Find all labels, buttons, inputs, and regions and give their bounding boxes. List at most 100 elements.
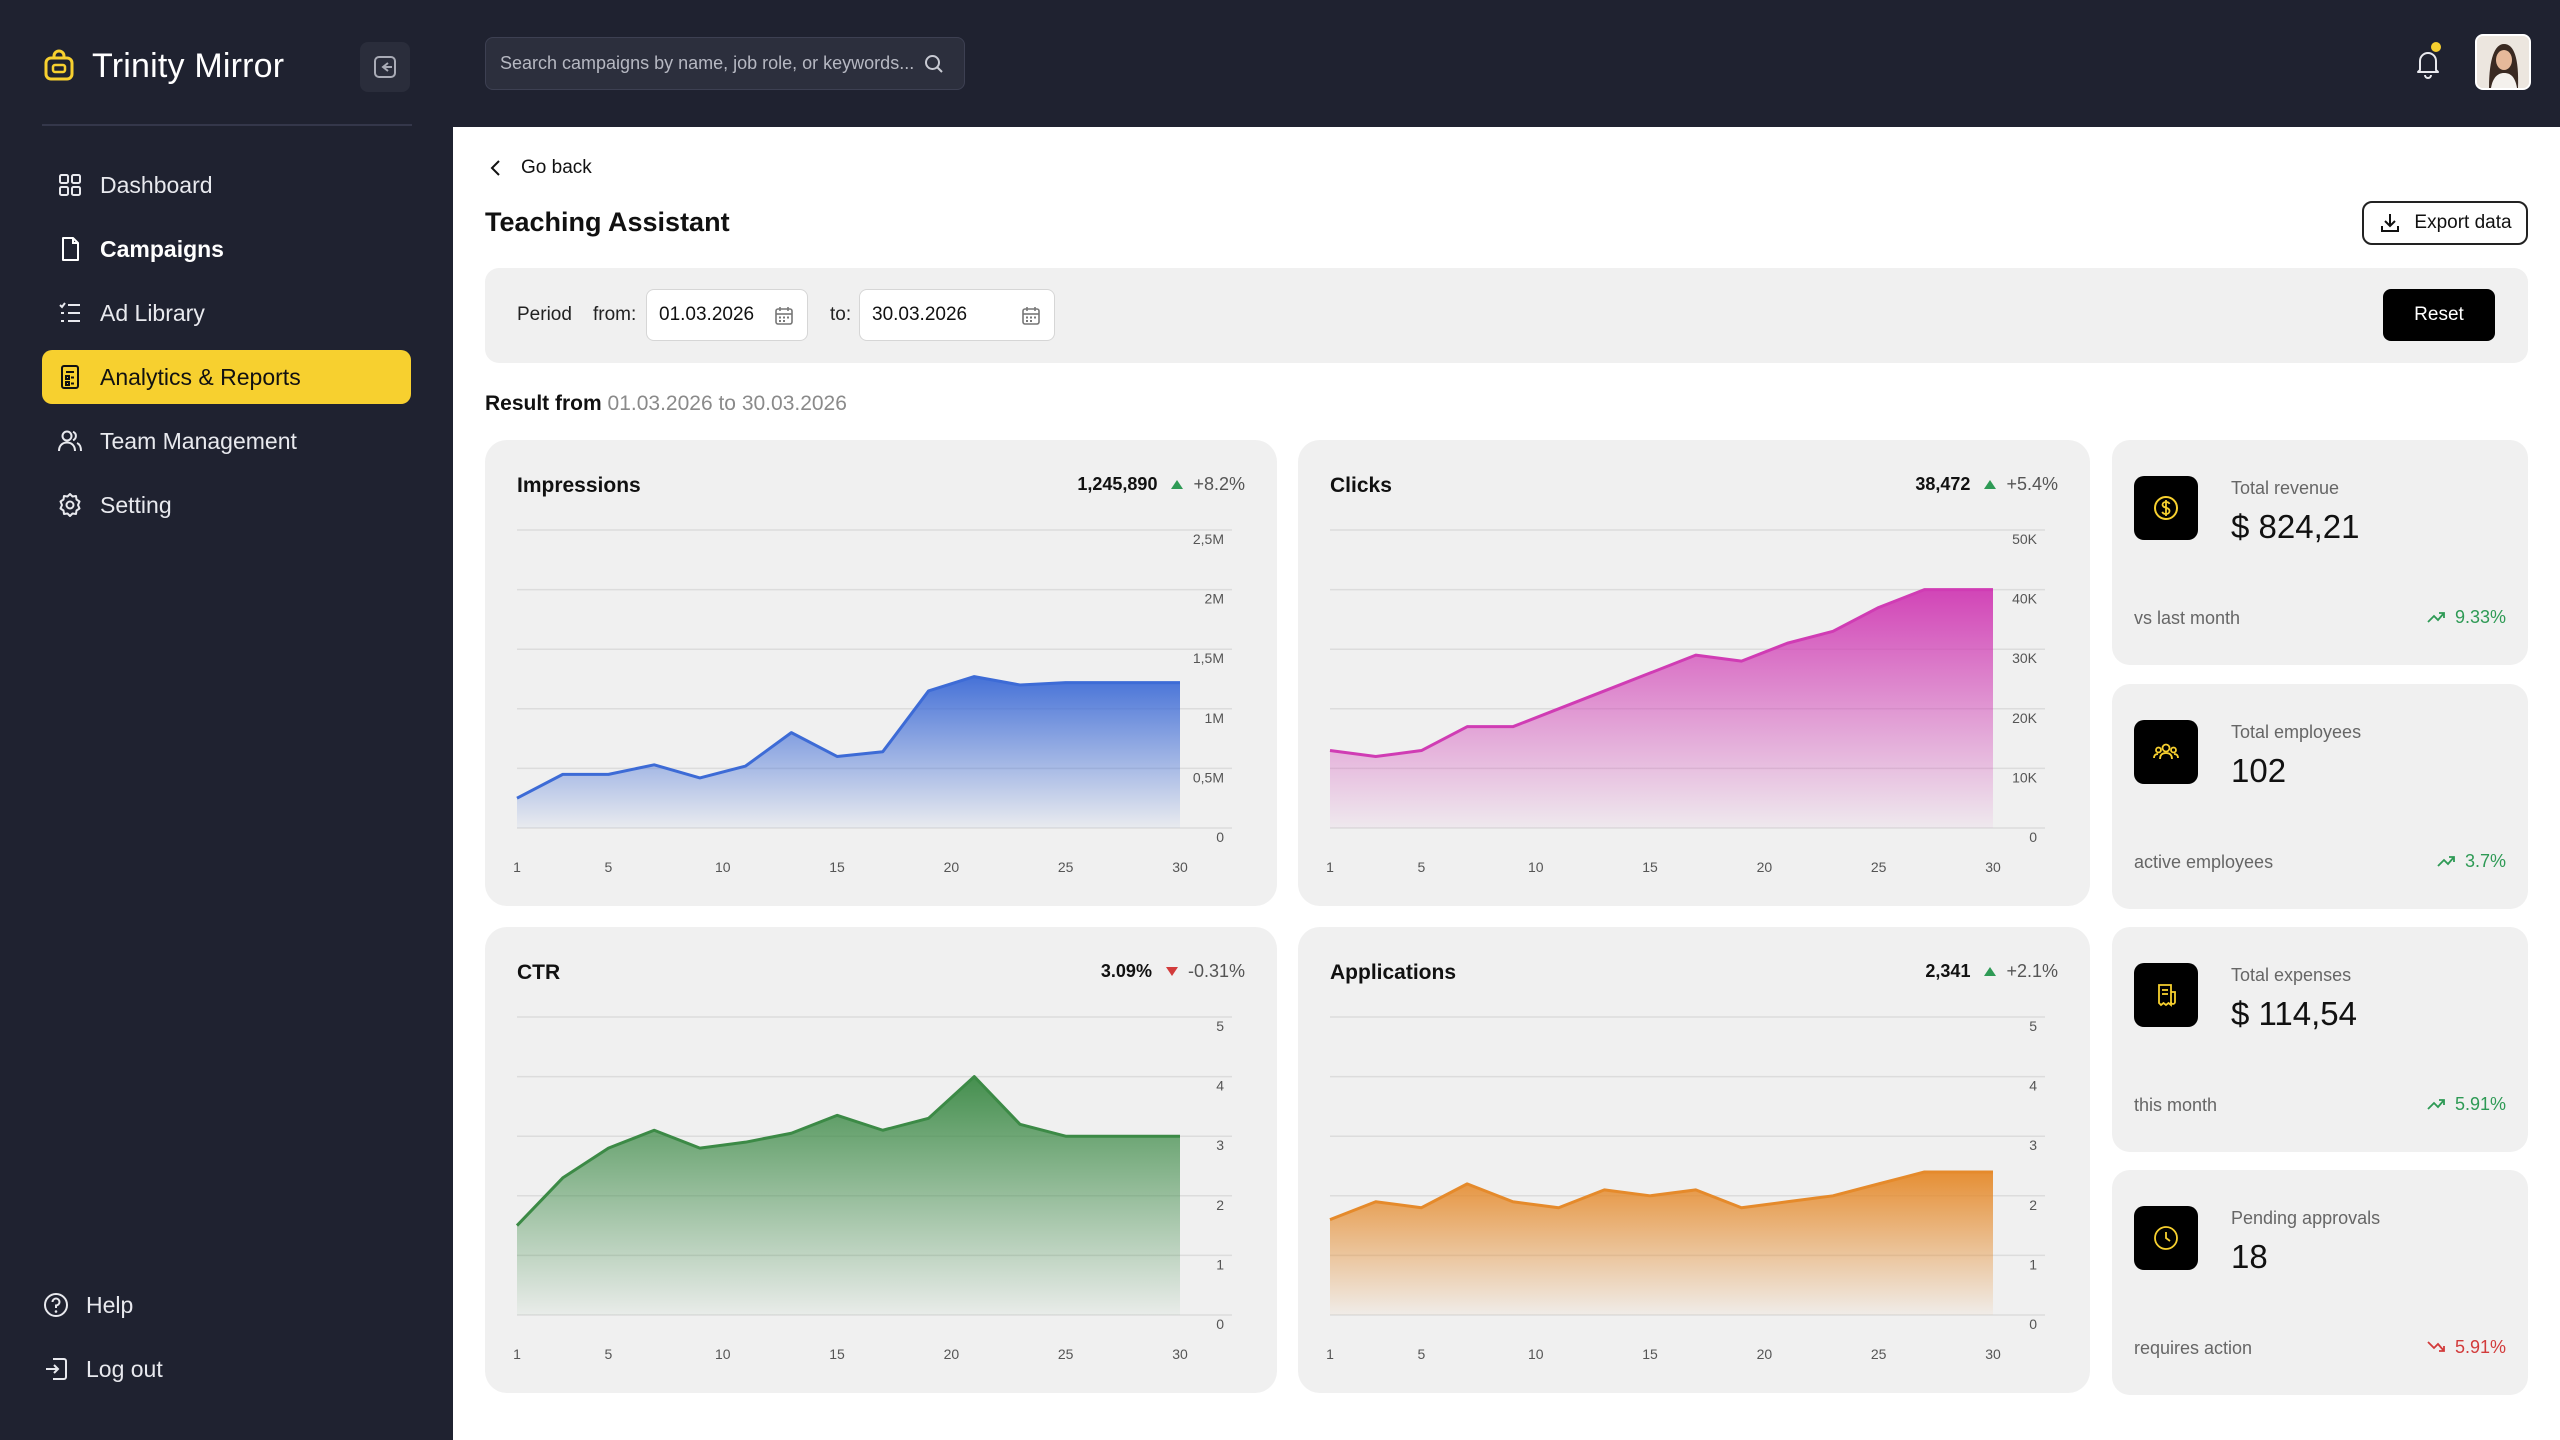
go-back-link[interactable]: Go back bbox=[485, 157, 592, 179]
from-date-field[interactable]: 01.03.2026 bbox=[646, 289, 808, 341]
page-title: Teaching Assistant bbox=[485, 207, 730, 237]
kpi-label: Pending approvals bbox=[2231, 1208, 2381, 1228]
kpi-icon-box bbox=[2134, 963, 2198, 1027]
x-tick-label: 20 bbox=[1757, 1346, 1773, 1362]
sidebar-item-team-management[interactable]: Team Management bbox=[42, 414, 411, 468]
x-tick-label: 15 bbox=[1642, 1346, 1658, 1362]
chart-total: 2,341 bbox=[1925, 961, 1971, 981]
period-label: Period bbox=[517, 304, 572, 325]
export-data-button[interactable]: Export data bbox=[2362, 201, 2528, 245]
kpi-trend: 3.7% bbox=[2435, 850, 2506, 872]
chart-total: 3.09% bbox=[1100, 961, 1152, 981]
y-tick-label: 3 bbox=[1216, 1137, 1224, 1153]
series-line bbox=[515, 1075, 1180, 1227]
sidebar-item-label: Campaigns bbox=[100, 235, 224, 262]
y-tick-label: 0 bbox=[2029, 829, 2037, 845]
sidebar-divider bbox=[42, 124, 412, 126]
kpi-value: 102 bbox=[2231, 752, 2287, 789]
top-bar bbox=[453, 0, 2560, 127]
bell-icon[interactable] bbox=[2409, 44, 2447, 82]
x-tick-label: 10 bbox=[1528, 859, 1544, 875]
kpi-trend-value: 3.7% bbox=[2464, 850, 2506, 871]
kpi-note: active employees bbox=[2134, 852, 2274, 872]
dollar-icon bbox=[2154, 496, 2178, 520]
kpi-value: $ 114,54 bbox=[2231, 995, 2358, 1032]
kpi-note: requires action bbox=[2134, 1338, 2253, 1358]
chart-title: CTR bbox=[517, 961, 561, 984]
trend-down-icon bbox=[1165, 967, 1178, 976]
report-icon bbox=[61, 365, 79, 389]
kpi-pending-approvals: Pending approvals 18 requires action 5.9… bbox=[2112, 1170, 2528, 1395]
x-tick-label: 5 bbox=[1418, 1346, 1426, 1362]
chart-stat: 38,472 +5.4% bbox=[1915, 474, 2058, 495]
from-date-value: 01.03.2026 bbox=[659, 304, 755, 325]
trend-up-icon bbox=[1984, 967, 1997, 976]
calendar-icon[interactable] bbox=[773, 305, 795, 327]
chart-change: +5.4% bbox=[2006, 474, 2058, 494]
kpi-label: Total employees bbox=[2231, 722, 2362, 742]
avatar-portrait bbox=[2477, 36, 2529, 88]
x-tick-label: 10 bbox=[1528, 1346, 1544, 1362]
trend-up-icon bbox=[1984, 480, 1997, 489]
x-tick-label: 30 bbox=[1172, 859, 1188, 875]
search-input[interactable] bbox=[500, 53, 922, 74]
y-tick-label: 0 bbox=[1216, 1316, 1224, 1332]
x-tick-label: 5 bbox=[605, 859, 613, 875]
trend-up-icon bbox=[2427, 612, 2445, 623]
result-prefix: Result from bbox=[485, 392, 602, 415]
calendar-icon[interactable] bbox=[1020, 305, 1042, 327]
y-tick-label: 0 bbox=[2029, 1316, 2037, 1332]
y-tick-label: 1 bbox=[1216, 1256, 1224, 1272]
collapse-icon bbox=[374, 56, 396, 78]
sidebar-item-dashboard[interactable]: Dashboard bbox=[42, 158, 411, 212]
ctr-card: 0 1 2 3 4 5 1 5 10 15 20 25 30 CTR 3.09% -0.31% bbox=[485, 927, 1277, 1393]
group-icon bbox=[2153, 743, 2179, 760]
sidebar-item-label: Dashboard bbox=[100, 171, 213, 198]
brand[interactable]: Trinity Mirror bbox=[42, 42, 284, 90]
x-tick-label: 25 bbox=[1871, 1346, 1887, 1362]
to-date-field[interactable]: 30.03.2026 bbox=[859, 289, 1055, 341]
brand-name: Trinity Mirror bbox=[92, 46, 285, 85]
sidebar-item-label: Setting bbox=[100, 491, 172, 518]
sidebar-item-ad-library[interactable]: Ad Library bbox=[42, 286, 411, 340]
kpi-note: vs last month bbox=[2134, 608, 2241, 628]
x-tick-label: 30 bbox=[1985, 1346, 2001, 1362]
export-data-label: Export data bbox=[2414, 212, 2512, 233]
x-tick-label: 15 bbox=[1642, 859, 1658, 875]
reset-button[interactable]: Reset bbox=[2383, 289, 2495, 341]
avatar[interactable] bbox=[2475, 34, 2531, 90]
sidebar-nav: Dashboard Campaigns Ad Library Analytics… bbox=[42, 158, 411, 542]
kpi-trend: 5.91% bbox=[2425, 1336, 2506, 1358]
collapse-sidebar-button[interactable] bbox=[360, 42, 410, 92]
x-tick-label: 15 bbox=[829, 1346, 845, 1362]
y-tick-label: 2,5M bbox=[1193, 531, 1224, 547]
notification-dot bbox=[2429, 40, 2443, 54]
chart-stat: 3.09% -0.31% bbox=[1101, 961, 1245, 982]
kpi-note: this month bbox=[2134, 1095, 2218, 1115]
sidebar-item-help[interactable]: Help bbox=[42, 1278, 411, 1332]
search-icon[interactable] bbox=[922, 52, 946, 76]
download-icon bbox=[2381, 214, 2400, 232]
kpi-trend-value: 5.91% bbox=[2454, 1093, 2506, 1114]
clicks-card: 0 10K 20K 30K 40K 50K 1 5 10 15 20 25 30 Clicks 38,4… bbox=[1298, 440, 2090, 906]
sidebar-item-logout[interactable]: Log out bbox=[42, 1342, 411, 1396]
sidebar-item-setting[interactable]: Setting bbox=[42, 478, 411, 532]
trend-up-icon bbox=[2427, 1099, 2445, 1110]
to-label: to: bbox=[830, 304, 852, 325]
x-tick-label: 1 bbox=[513, 859, 521, 875]
sidebar-item-analytics-reports[interactable]: Analytics & Reports bbox=[42, 350, 411, 404]
chart-total: 38,472 bbox=[1915, 474, 1971, 494]
x-tick-label: 5 bbox=[1418, 859, 1426, 875]
kpi-value: $ 824,21 bbox=[2231, 508, 2360, 545]
chart-title: Applications bbox=[1330, 961, 1457, 984]
sidebar-item-campaigns[interactable]: Campaigns bbox=[42, 222, 411, 276]
chart-title: Clicks bbox=[1330, 474, 1392, 497]
x-tick-label: 25 bbox=[1058, 859, 1074, 875]
kpi-trend-value: 9.33% bbox=[2454, 606, 2506, 627]
logout-icon bbox=[46, 1358, 67, 1380]
series-area bbox=[517, 1076, 1180, 1315]
